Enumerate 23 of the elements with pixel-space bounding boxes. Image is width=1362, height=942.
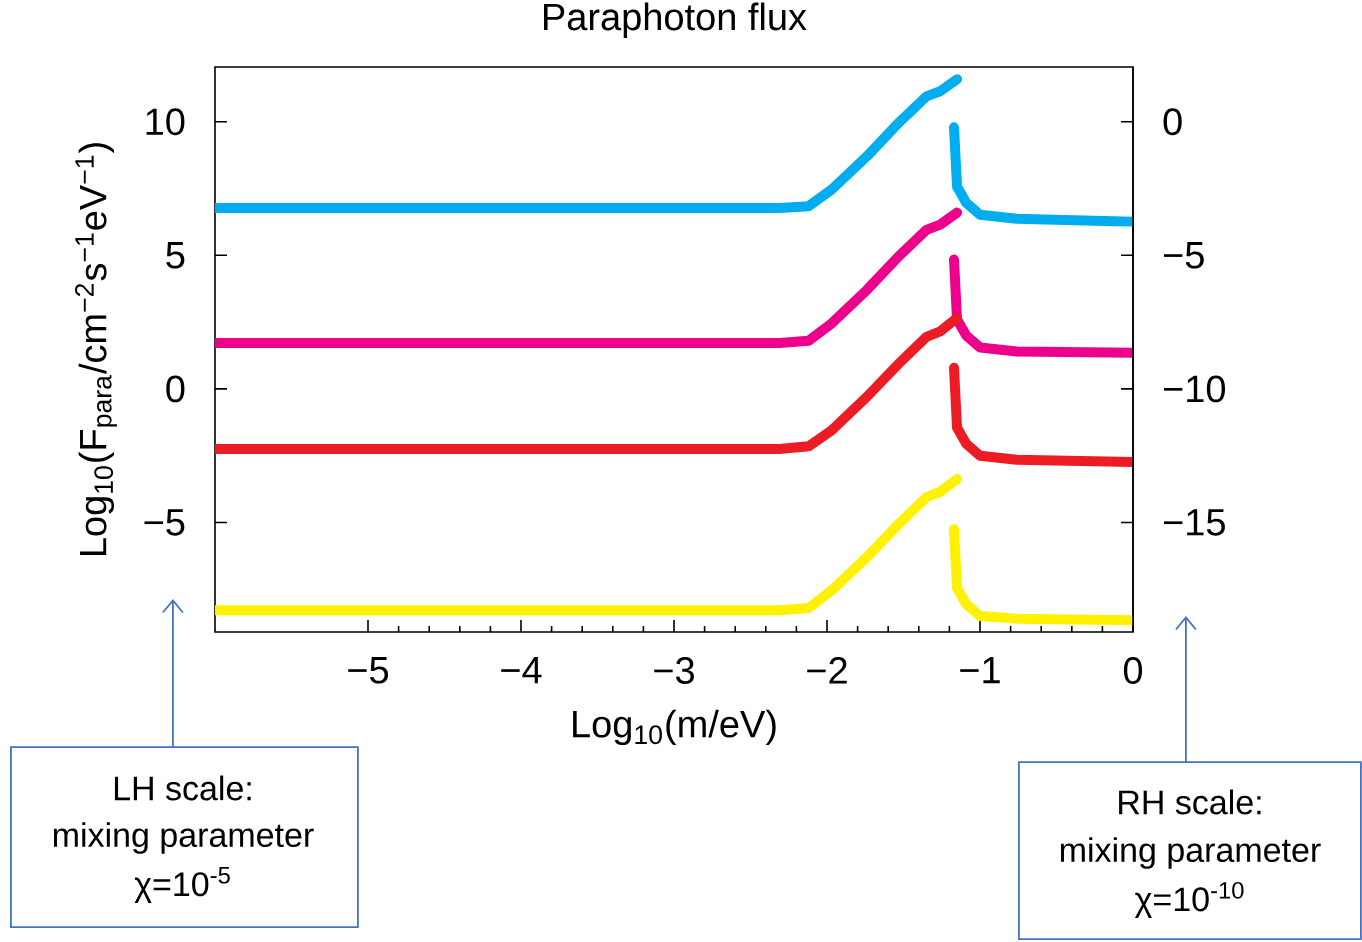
y-tick-label: 0 xyxy=(166,375,185,403)
x-axis-title: Log$_{10}$(m/eV) xyxy=(573,709,776,746)
text: LH scale: xyxy=(114,775,251,801)
x-tick-label: −1 xyxy=(960,657,1000,684)
y-tick-label: 10 xyxy=(146,108,185,136)
x-tick-label: 0 xyxy=(1123,657,1143,684)
text: χ=10$^{-10}$ xyxy=(1134,881,1244,919)
text: mixing parameter xyxy=(53,822,314,854)
text: RH scale: xyxy=(1119,789,1261,815)
text: mixing parameter xyxy=(1060,837,1321,869)
x-tick-label: −3 xyxy=(654,657,694,684)
x-tick-label: −2 xyxy=(807,657,847,684)
text: χ=10$^{-5}$ xyxy=(134,867,230,903)
y2-tick-label: −10 xyxy=(1163,375,1226,403)
x-tick-label: −4 xyxy=(501,657,542,684)
chart-title: Paraphoton flux xyxy=(544,2,807,38)
y2-tick-label: −5 xyxy=(1163,242,1204,269)
y-tick-label: −5 xyxy=(144,509,185,536)
y2-tick-label: −15 xyxy=(1163,509,1225,536)
x-tick-label: −5 xyxy=(348,657,389,684)
y2-tick-label: 0 xyxy=(1163,108,1182,136)
text: Log$_{10}$(F$_{para}$/cm$^{−2}$s$^{−1}$eV$^{−1}$) xyxy=(75,143,117,556)
y-tick-label: 5 xyxy=(166,242,185,269)
